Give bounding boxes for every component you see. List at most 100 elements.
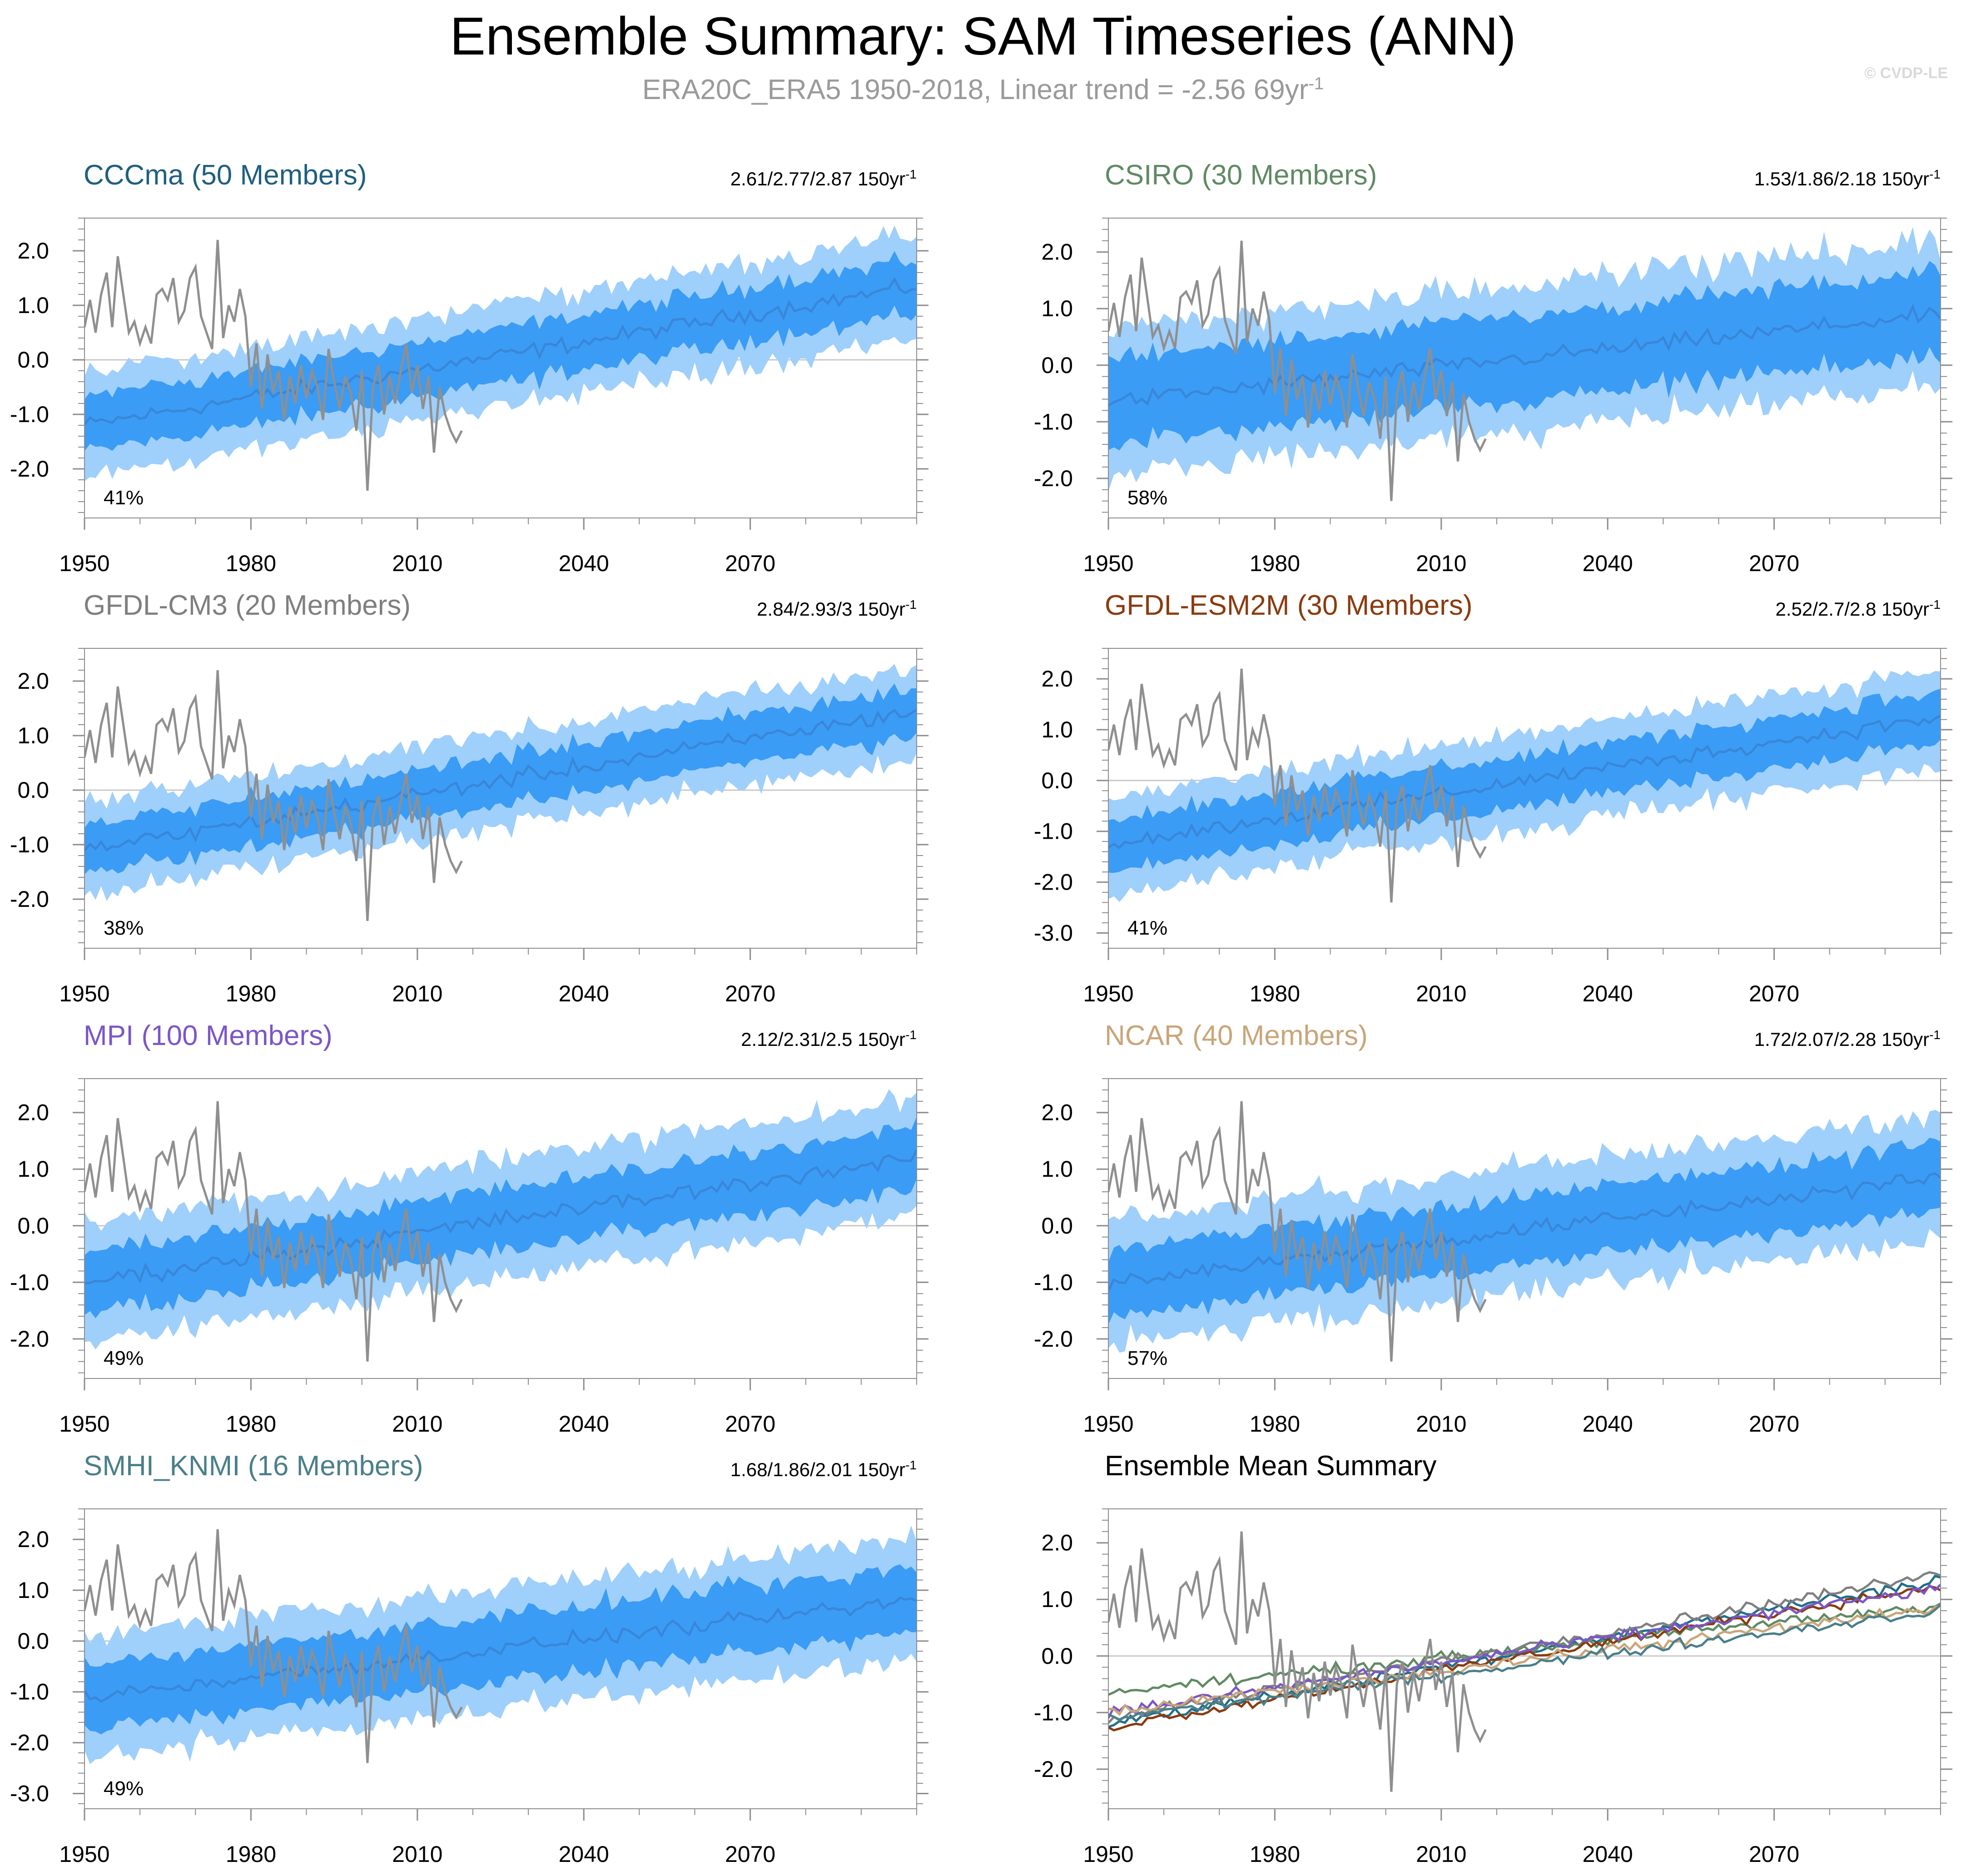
panel-trend: 2.84/2.93/3 150yr-1 <box>599 597 917 620</box>
y-tick-label: 2.0 <box>1041 666 1073 692</box>
observed-line <box>84 239 463 491</box>
trend-value: 2.84/2.93/3 150yr <box>757 598 906 620</box>
x-tick-label: 1950 <box>1083 1841 1133 1867</box>
y-tick-label: 0.0 <box>1041 353 1073 378</box>
y-tick-label: 0.0 <box>17 1213 49 1239</box>
y-tick-label: 0.0 <box>17 347 49 373</box>
x-tick-label: 2040 <box>1583 1841 1633 1867</box>
ensemble-mean-line <box>1108 1172 1941 1291</box>
spread-band-inner <box>1108 261 1941 451</box>
trend-value: 1.53/1.86/2.18 150yr <box>1754 168 1930 189</box>
panel-trend: 1.72/2.07/2.28 150yr-1 <box>1623 1028 1941 1050</box>
x-tick-label: 1950 <box>59 1411 109 1437</box>
ensemble-mean-line <box>84 708 917 852</box>
panel-title: SMHI_KNMI (16 Members) <box>84 1450 423 1482</box>
y-tick-label: 2.0 <box>1041 239 1073 265</box>
spread-band-inner <box>84 1564 917 1735</box>
observed-line <box>84 1529 463 1763</box>
observed-line <box>84 670 463 921</box>
observed-line <box>84 1101 463 1362</box>
y-tick-label: -2.0 <box>1034 1326 1073 1352</box>
ensemble-mean-line <box>1108 304 1941 407</box>
panel-gfdl-esm2m: 2.0 1.0 0.0 -1.0 -2.0 -3.0 1950 1980 2010 2040 207… <box>1034 648 1952 1006</box>
y-tick-label: 1.0 <box>17 723 49 748</box>
x-tick-label: 2040 <box>559 551 609 576</box>
copyright-label: © CVDP-LE <box>1864 65 1948 82</box>
trend-superscript: -1 <box>905 597 917 612</box>
trend-value: 1.68/1.86/2.01 150yr <box>730 1459 906 1480</box>
percent-label: 41% <box>104 487 144 509</box>
panel-smhi-knmi: 2.0 1.0 0.0 -1.0 -2.0 -3.0 1950 1980 2010 2040 207… <box>10 1508 928 1867</box>
trend-value: 2.12/2.31/2.5 150yr <box>741 1029 906 1050</box>
observed-line <box>1108 668 1487 903</box>
x-tick-label: 2040 <box>1583 551 1633 576</box>
x-tick-label: 2070 <box>725 551 775 576</box>
panel-ncar: 2.0 1.0 0.0 -1.0 -2.0 1950 1980 2010 2040 2070 57% <box>1034 1078 1952 1437</box>
y-tick-label: 0.0 <box>17 777 49 803</box>
plot-frame <box>84 218 917 518</box>
y-tick-label: 1.0 <box>1041 1156 1073 1182</box>
x-tick-label: 1950 <box>59 551 109 576</box>
y-tick-label: 2.0 <box>1041 1530 1073 1556</box>
plot-frame <box>1108 218 1941 518</box>
x-tick-label: 1980 <box>1250 551 1300 576</box>
x-tick-label: 2040 <box>559 1841 609 1867</box>
percent-label: 57% <box>1127 1347 1167 1369</box>
y-tick-label: 2.0 <box>1041 1100 1073 1125</box>
y-tick-label: 2.0 <box>17 1527 49 1552</box>
y-tick-label: -3.0 <box>1034 920 1073 945</box>
panel-mpi: 2.0 1.0 0.0 -1.0 -2.0 1950 1980 2010 2040 2070 49% <box>10 1078 928 1437</box>
panel-title: GFDL-CM3 (20 Members) <box>84 590 411 621</box>
y-tick-label: 0.0 <box>17 1628 49 1654</box>
x-tick-label: 1980 <box>1250 1411 1300 1437</box>
series-line-mpi <box>1108 1583 1941 1719</box>
series-line-csiro <box>1108 1602 1941 1696</box>
panel-trend: 1.68/1.86/2.01 150yr-1 <box>599 1458 917 1481</box>
y-tick-label: 0.0 <box>1041 1643 1073 1669</box>
x-tick-label: 1980 <box>1250 1841 1300 1867</box>
plot-area <box>84 1089 917 1362</box>
plot-area <box>1108 1531 1941 1792</box>
x-tick-label: 2070 <box>1749 1411 1799 1437</box>
trend-superscript: -1 <box>1929 167 1941 181</box>
plot-area <box>1108 668 1941 903</box>
x-tick-label: 1950 <box>1083 551 1133 576</box>
ensemble-mean-line <box>1108 715 1941 850</box>
x-tick-label: 2040 <box>1583 1411 1633 1437</box>
series-line-gfdl-cm3 <box>1108 1571 1941 1724</box>
panel-title: GFDL-ESM2M (30 Members) <box>1105 590 1473 621</box>
plot-frame <box>84 648 917 949</box>
percent-label: 49% <box>104 1347 144 1369</box>
series-line-smhi_knmi <box>1108 1604 1941 1722</box>
x-tick-label: 2070 <box>1749 551 1799 576</box>
x-tick-label: 1980 <box>226 981 276 1006</box>
y-tick-label: 1.0 <box>1041 1587 1073 1612</box>
x-tick-label: 1950 <box>1083 1411 1133 1437</box>
y-tick-label: -1.0 <box>10 1269 49 1295</box>
trend-value: 2.61/2.77/2.87 150yr <box>730 168 906 189</box>
x-tick-label: 1980 <box>226 1841 276 1867</box>
spread-band-inner <box>84 1116 917 1319</box>
x-tick-label: 2010 <box>1416 981 1466 1006</box>
trend-superscript: -1 <box>1929 1028 1941 1042</box>
ensemble-mean-line <box>84 277 917 425</box>
x-tick-label: 1950 <box>1083 981 1133 1006</box>
panel-trend: 1.53/1.86/2.18 150yr-1 <box>1623 167 1941 190</box>
y-tick-label: -1.0 <box>10 832 49 857</box>
x-tick-label: 1980 <box>226 551 276 576</box>
ensemble-mean-line <box>84 1149 917 1284</box>
x-tick-label: 2040 <box>559 1411 609 1437</box>
plot-area <box>84 1525 917 1764</box>
y-tick-label: -1.0 <box>1034 1269 1073 1295</box>
x-tick-label: 2040 <box>559 981 609 1006</box>
x-tick-label: 1950 <box>59 981 109 1006</box>
y-tick-label: -3.0 <box>10 1781 49 1806</box>
trend-superscript: -1 <box>905 1458 917 1472</box>
subtitle-superscript: -1 <box>1308 74 1324 94</box>
spread-band-inner <box>84 683 917 875</box>
x-tick-label: 2010 <box>1416 1841 1466 1867</box>
panel-cccma: 2.0 1.0 0.0 -1.0 -2.0 1950 1980 2010 2040 2070 41% <box>10 218 928 576</box>
panel-csiro: 2.0 1.0 0.0 -1.0 -2.0 1950 1980 2010 2040 2070 58% <box>1034 218 1952 576</box>
plot-area <box>1108 1101 1941 1362</box>
